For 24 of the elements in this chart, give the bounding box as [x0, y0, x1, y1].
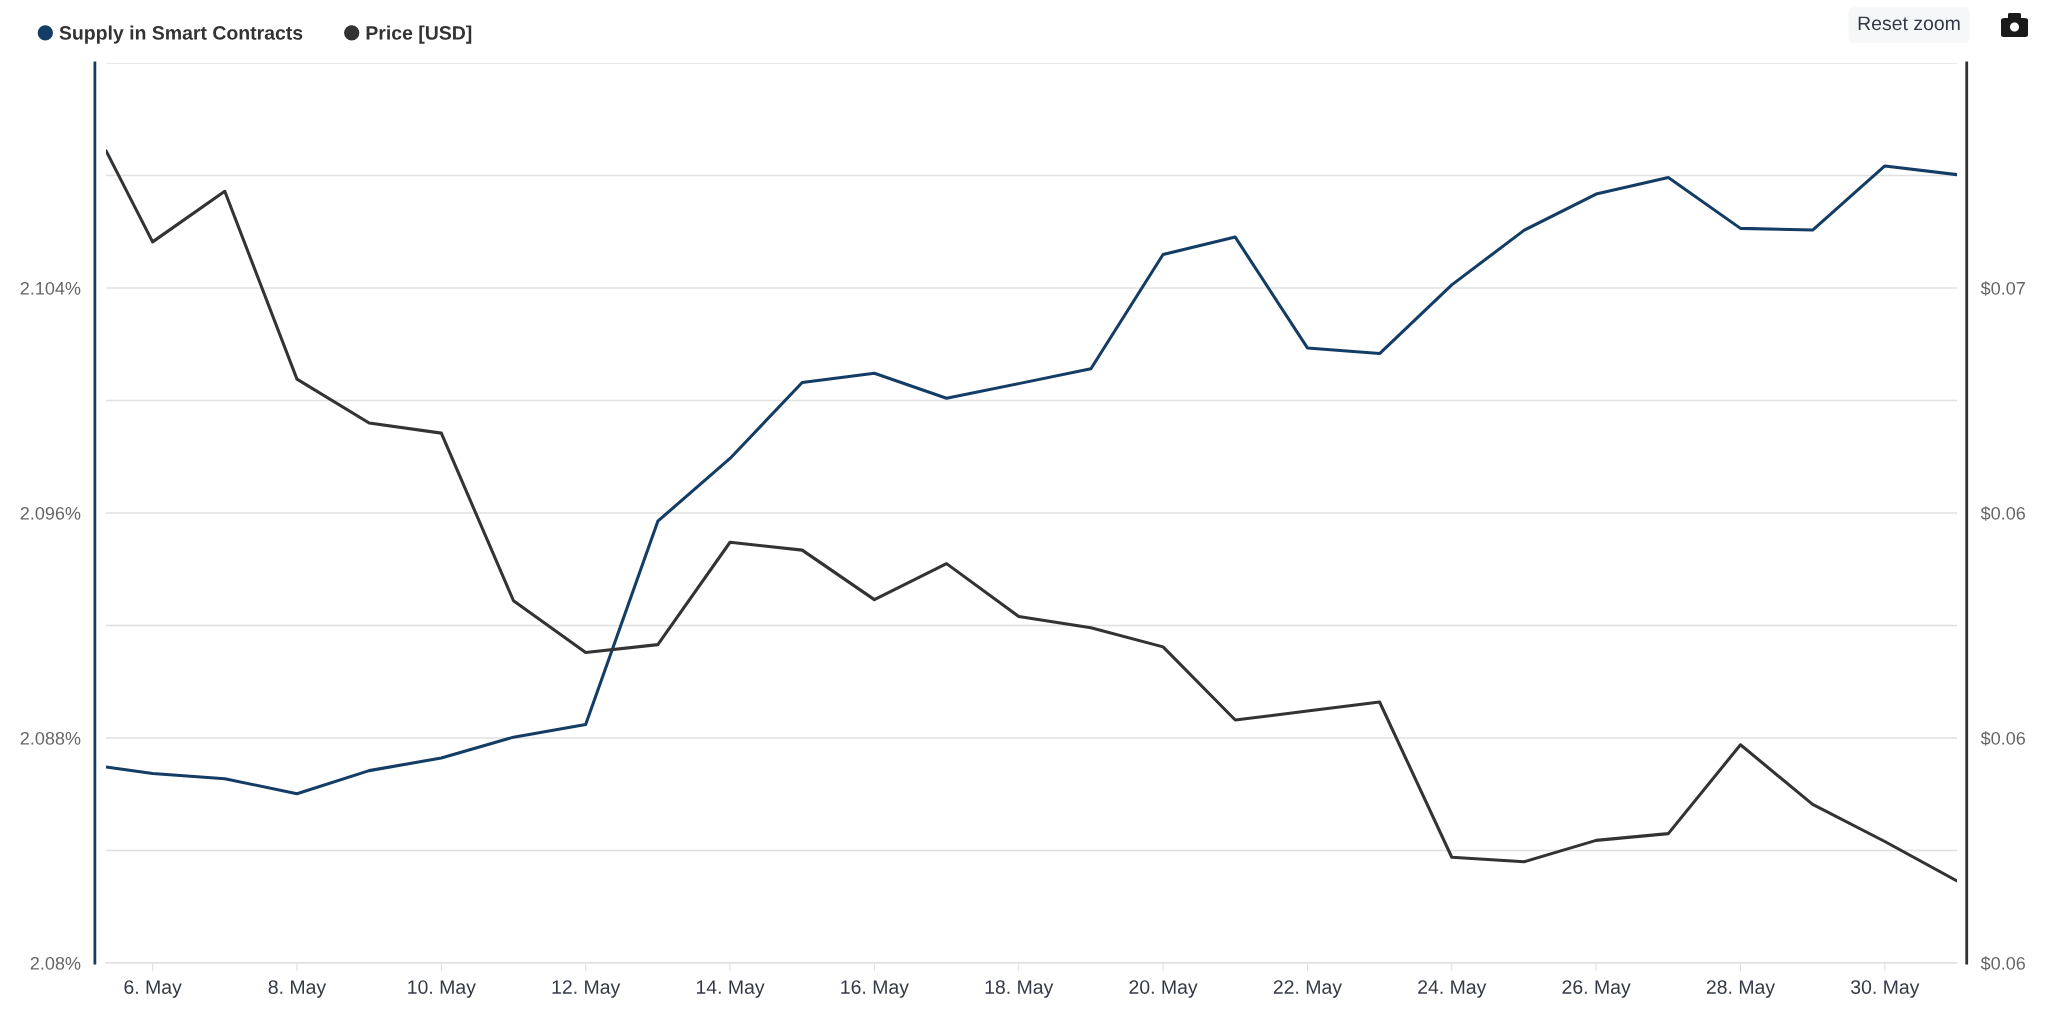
- x-tick-label: 30. May: [1850, 980, 1920, 998]
- x-tick-label: 6. May: [124, 980, 182, 998]
- x-tick-label: 26. May: [1562, 980, 1631, 998]
- y2-tick-label: $0.07: [1980, 281, 2025, 296]
- x-tick-label: 24. May: [1418, 980, 1487, 998]
- y-tick-label: 2.096%: [20, 506, 81, 520]
- x-tick-label: 12. May: [552, 980, 621, 998]
- x-tick-label: 28. May: [1706, 980, 1776, 998]
- y2-tick-label: $0.06: [1980, 956, 2025, 971]
- x-tick-label: 22. May: [1273, 980, 1342, 998]
- text: Reset zoom: [1858, 16, 1960, 31]
- y-tick-label: 2.08%: [30, 956, 81, 970]
- x-tick-label: 18. May: [985, 980, 1054, 998]
- y2-tick-label: $0.06: [1980, 506, 2025, 521]
- legend-label: Supply in Smart Contracts: [59, 25, 303, 44]
- x-tick-label: 8. May: [268, 980, 327, 998]
- y2-tick-label: $0.06: [1980, 731, 2025, 746]
- y-tick-label: 2.088%: [20, 731, 81, 745]
- y-tick-label: 2.104%: [20, 281, 81, 295]
- x-tick-label: 20. May: [1129, 980, 1198, 998]
- x-tick-label: 10. May: [408, 980, 476, 998]
- legend-label: Price [USD]: [366, 25, 472, 44]
- x-tick-label: 16. May: [841, 980, 909, 998]
- x-tick-label: 14. May: [696, 980, 765, 998]
